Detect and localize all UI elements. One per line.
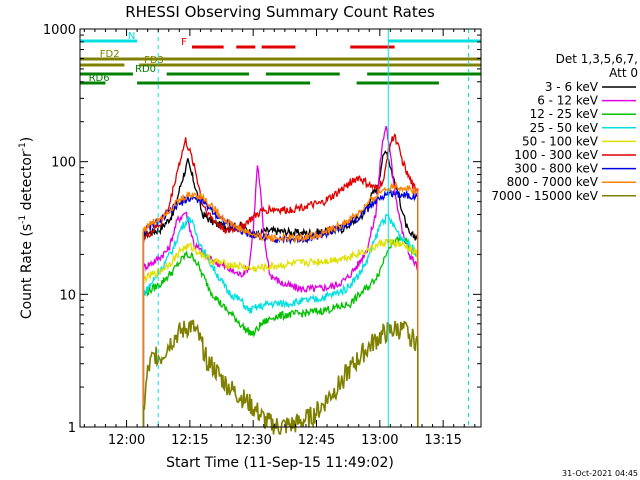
x-tick-label: 12:15 xyxy=(171,433,208,448)
series-line-3 xyxy=(142,213,419,427)
series-line-2 xyxy=(142,235,419,427)
series-line-4 xyxy=(142,237,419,427)
y-tick-label: 10 xyxy=(59,288,76,303)
flag-label-f: F xyxy=(181,37,187,48)
x-axis-label: Start Time (11-Sep-15 11:49:02) xyxy=(166,455,394,471)
legend-label: 300 - 800 keV xyxy=(514,162,598,176)
legend-label: 3 - 6 keV xyxy=(545,80,599,94)
series-line-7 xyxy=(142,182,419,427)
x-tick-label: 12:45 xyxy=(298,433,335,448)
y-tick-label: 1 xyxy=(68,421,76,436)
chart-title: RHESSI Observing Summary Count Rates xyxy=(125,3,435,21)
series-line-1 xyxy=(142,125,419,427)
flag-label-rd0: RD0 xyxy=(135,64,156,75)
series-line-0 xyxy=(142,150,419,427)
legend-label: 100 - 300 keV xyxy=(514,148,598,162)
x-tick-label: 13:15 xyxy=(424,433,461,448)
flag-label-rd6: RD6 xyxy=(89,73,110,84)
legend-label: 12 - 25 keV xyxy=(530,107,599,121)
legend-label: 50 - 100 keV xyxy=(522,134,599,148)
legend-label: 6 - 12 keV xyxy=(537,94,599,108)
legend-header-line-1: Det 1,3,5,6,7, xyxy=(556,52,638,66)
y-tick-label: 1000 xyxy=(43,23,76,38)
y-axis-label: Count Rate (s-1 detector-1) xyxy=(18,137,35,319)
series-line-5 xyxy=(142,133,419,427)
legend-label: 7000 - 15000 keV xyxy=(491,189,598,203)
flag-label-fd3: FD3 xyxy=(144,55,164,66)
x-tick-label: 13:00 xyxy=(361,433,398,448)
legend-label: 800 - 7000 keV xyxy=(507,175,599,189)
legend-header-line-2: Att 0 xyxy=(609,66,638,80)
plot-frame xyxy=(79,28,482,428)
flag-label-n: N xyxy=(128,31,135,42)
flag-label-fd2: FD2 xyxy=(100,49,120,60)
x-tick-label: 12:30 xyxy=(234,433,271,448)
legend-label: 25 - 50 keV xyxy=(530,121,599,135)
y-tick-label: 100 xyxy=(51,156,76,171)
footer-timestamp: 31-Oct-2021 04:45 xyxy=(562,469,638,478)
x-tick-label: 12:00 xyxy=(108,433,145,448)
series-line-8 xyxy=(142,319,419,435)
